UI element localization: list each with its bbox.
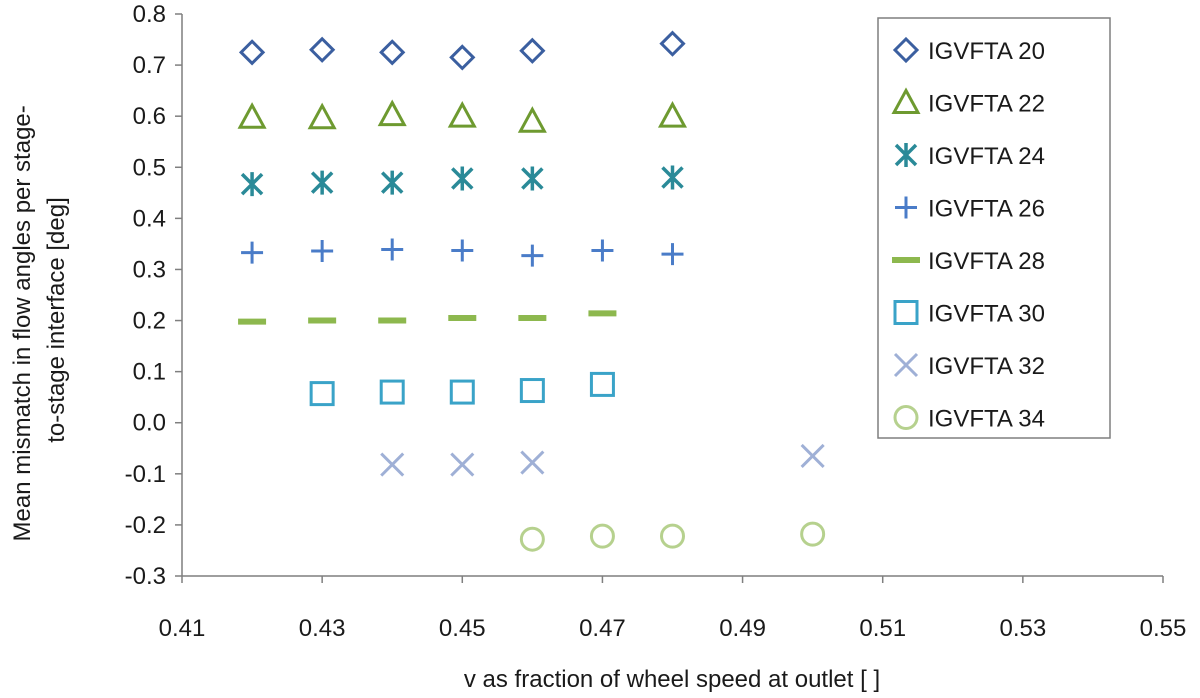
y-tick-label: -0.2	[125, 512, 166, 539]
data-point	[377, 99, 407, 127]
data-point	[309, 36, 336, 63]
y-axis-title-line-1: Mean mismatch in flow angles per stage-	[9, 105, 36, 541]
data-point	[517, 106, 547, 133]
legend-label: IGVFTA 24	[928, 143, 1045, 170]
series-igvfta-26	[241, 238, 684, 267]
data-point	[449, 379, 475, 405]
data-point	[519, 37, 546, 64]
series-igvfta-34	[519, 521, 826, 552]
data-point	[237, 102, 267, 129]
plot-area	[237, 30, 826, 552]
data-point	[800, 443, 825, 468]
data-point	[657, 101, 688, 128]
data-point	[589, 523, 615, 549]
legend-box	[877, 17, 1111, 439]
data-point	[311, 240, 334, 263]
x-tick-label: 0.55	[1140, 615, 1187, 642]
data-point	[661, 243, 684, 266]
data-point	[380, 170, 404, 195]
y-tick-label: 0.0	[133, 410, 166, 437]
data-point	[310, 170, 334, 195]
legend-entry: IGVFTA 22	[891, 87, 1045, 118]
data-point	[519, 526, 545, 552]
data-point	[520, 450, 545, 475]
legend-marker	[893, 300, 919, 325]
x-tick-label: 0.49	[719, 615, 766, 642]
x-axis-title: v as fraction of wheel speed at outlet […	[464, 666, 880, 693]
legend-entry: IGVFTA 28	[892, 248, 1045, 275]
data-point	[449, 44, 476, 71]
legend-marker	[891, 87, 921, 114]
y-axis-title-line-2: to-stage interface [deg]	[43, 197, 70, 442]
y-tick-label: 0.8	[133, 1, 166, 28]
series-igvfta-22	[237, 99, 688, 133]
legend-label: IGVFTA 26	[928, 196, 1045, 223]
data-point	[661, 165, 684, 190]
data-point	[379, 39, 406, 66]
y-tick-label: 0.2	[133, 308, 166, 335]
series-igvfta-30	[309, 371, 615, 407]
legend-entry: IGVFTA 34	[893, 405, 1045, 433]
data-point	[309, 381, 335, 407]
series-igvfta-32	[380, 443, 825, 477]
data-point	[381, 238, 404, 261]
data-point	[659, 30, 686, 57]
x-tick-label: 0.53	[999, 615, 1046, 642]
legend-entry: IGVFTA 26	[895, 196, 1045, 223]
data-point	[521, 244, 544, 267]
legend-marker	[894, 143, 918, 167]
legend-marker	[892, 36, 920, 64]
legend-entry: IGVFTA 24	[894, 143, 1045, 170]
data-point	[240, 172, 264, 197]
data-point	[521, 166, 544, 191]
series-igvfta-28	[238, 310, 617, 325]
data-point	[380, 452, 405, 477]
x-tick-label: 0.51	[859, 615, 906, 642]
data-point	[447, 101, 477, 128]
y-axis-title: Mean mismatch in flow angles per stage- …	[9, 99, 70, 542]
axes: 0.8 0.7 0.6 0.5 0.4 0.3 0.2 0.1 0.0 -0.1 -0.2 -0.3 0…	[125, 1, 1187, 642]
legend-marker	[893, 352, 919, 378]
legend-label: IGVFTA 34	[928, 406, 1045, 433]
data-point	[451, 166, 474, 191]
y-tick-label: 0.4	[133, 205, 166, 232]
data-point	[450, 452, 475, 477]
legend-label: IGVFTA 28	[928, 248, 1045, 275]
data-point	[451, 239, 474, 262]
x-tick-label: 0.41	[159, 615, 206, 642]
y-tick-label: 0.7	[133, 52, 166, 79]
y-tick-label: 0.1	[133, 359, 166, 386]
legend: IGVFTA 20 IGVFTA 22 IGVFTA 24 IGVFTA 26 IGVF…	[877, 17, 1111, 439]
data-point	[660, 523, 685, 549]
x-tick-label: 0.47	[579, 615, 626, 642]
legend-label: IGVFTA 22	[928, 91, 1045, 118]
data-point	[379, 379, 405, 405]
legend-entry: IGVFTA 30	[893, 300, 1045, 328]
legend-entry: IGVFTA 20	[892, 36, 1045, 65]
data-point	[519, 378, 545, 404]
y-tick-label: 0.5	[133, 154, 166, 181]
legend-marker	[893, 405, 919, 430]
y-tick-label: 0.3	[133, 256, 166, 283]
legend-marker	[895, 196, 917, 219]
legend-label: IGVFTA 20	[928, 38, 1045, 65]
legend-entry: IGVFTA 32	[893, 352, 1045, 380]
data-point	[307, 102, 337, 130]
data-point	[800, 521, 826, 547]
data-point	[591, 239, 614, 262]
series-igvfta-20	[238, 30, 686, 71]
x-tick-label: 0.45	[439, 615, 486, 642]
y-tick-label: 0.6	[133, 103, 166, 130]
data-point	[241, 241, 264, 264]
legend-label: IGVFTA 32	[928, 353, 1045, 380]
y-tick-label: -0.1	[125, 461, 166, 488]
data-point	[589, 371, 615, 397]
y-tick-label: -0.3	[125, 563, 166, 590]
series-igvfta-24	[240, 165, 684, 197]
legend-label: IGVFTA 30	[928, 301, 1045, 328]
data-point	[238, 39, 266, 66]
x-tick-label: 0.43	[299, 615, 346, 642]
